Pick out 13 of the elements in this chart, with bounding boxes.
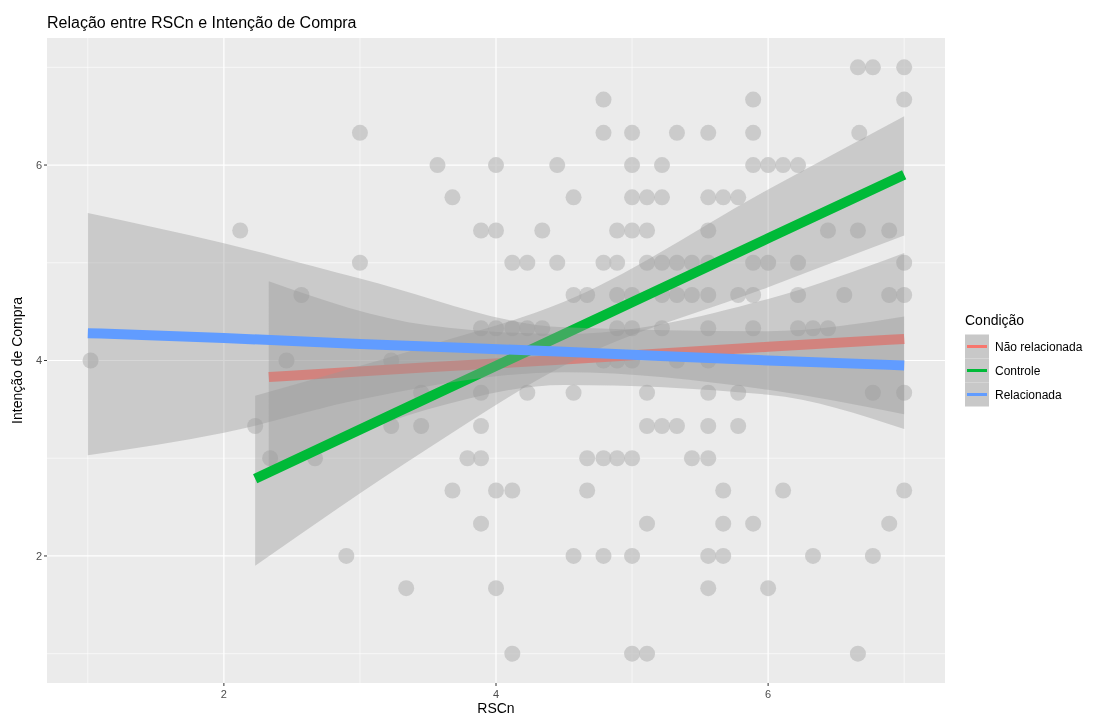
x-tick-label: 4 [492,688,500,700]
y-tick-label: 4 [35,354,42,367]
y-tick-label: 6 [35,158,42,171]
legend-title: Condição [965,311,1025,328]
legend-label: Controle [995,363,1041,378]
y-tick-label: 2 [35,549,42,562]
x-tick-label: 6 [765,688,772,700]
y-axis-title: Intenção de Compra [9,296,25,424]
x-tick-label: 2 [220,688,227,700]
legend-label: Relacionada [995,387,1063,402]
x-axis-title: RSCn [477,700,515,716]
chart-title: Relação entre RSCn e Intenção de Compra [47,14,357,31]
legend-label: Não relacionada [995,339,1083,354]
